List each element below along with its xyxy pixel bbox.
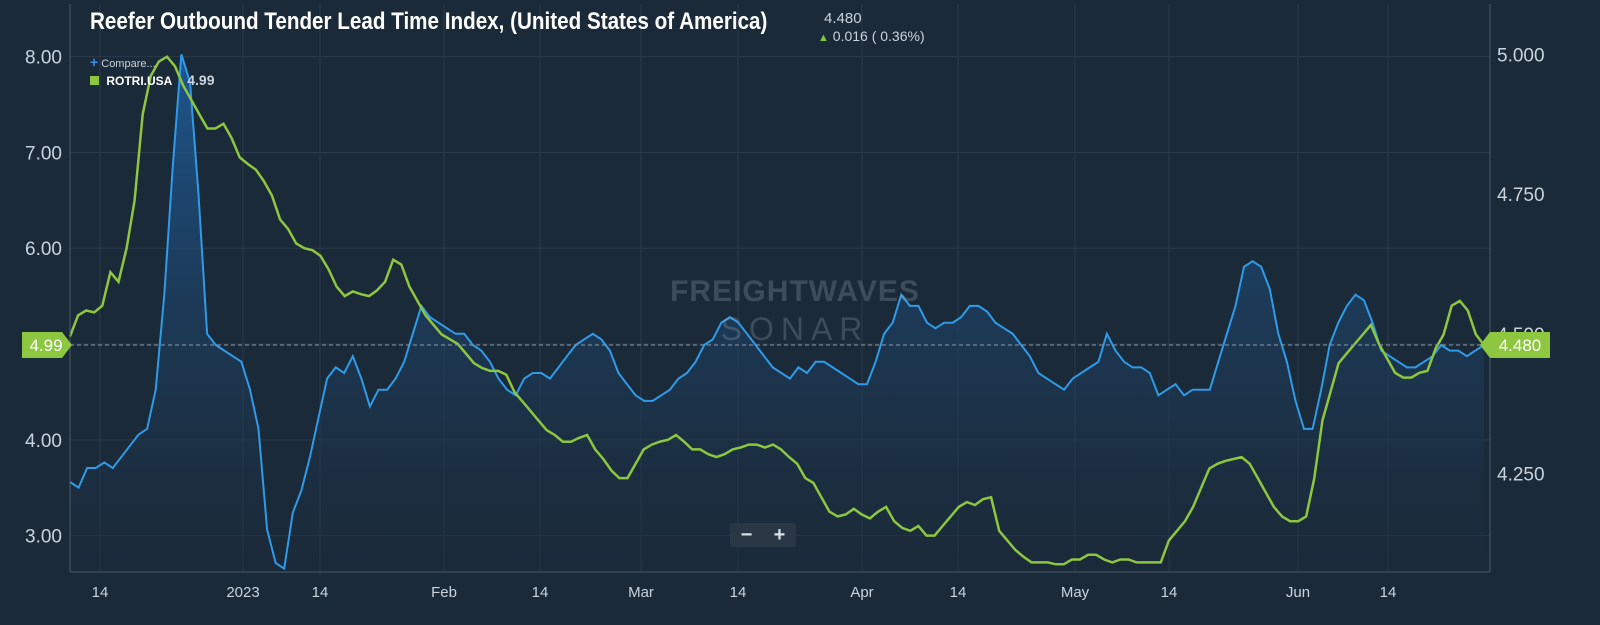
change-readout: ▲ 0.016 ( 0.36%) [818, 28, 925, 44]
x-tick-label: 14 [312, 584, 329, 601]
left-value-badge-text: 4.99 [29, 336, 62, 355]
zoom-out-button[interactable]: − [740, 524, 753, 546]
green-series-line [68, 55, 1485, 566]
x-tick-label: 14 [950, 584, 967, 601]
x-tick-label: 2023 [226, 584, 259, 601]
plus-icon: + [90, 54, 99, 70]
x-tick-label: Jun [1286, 584, 1310, 601]
right-value-badge-text: 4.480 [1499, 336, 1542, 355]
zoom-controls: − + [730, 523, 796, 547]
blue-series-line [69, 54, 1485, 571]
x-tick-label: Feb [431, 584, 457, 601]
left-tick-label: 7.00 [25, 143, 62, 164]
value-badges: 4.99 4.480 [22, 331, 1550, 359]
left-tick-label: 6.00 [25, 239, 62, 260]
left-tick-label: 3.00 [25, 527, 62, 548]
legend-value: 4.99 [187, 72, 215, 88]
x-tick-label: Apr [850, 584, 873, 601]
left-tick-label: 8.00 [25, 48, 62, 69]
legend-symbol: ROTRI.USA [106, 74, 172, 88]
x-tick-label: 14 [92, 584, 109, 601]
x-tick-label: Mar [628, 584, 654, 601]
chart-title: Reefer Outbound Tender Lead Time Index, … [90, 8, 768, 35]
last-value: 4.480 [824, 10, 862, 27]
change-value: 0.016 ( 0.36%) [832, 28, 925, 44]
right-tick-label: 4.750 [1497, 185, 1545, 206]
right-tick-label: 4.250 [1497, 465, 1545, 486]
x-tick-label: 14 [1380, 584, 1397, 601]
x-tick-label: May [1061, 584, 1090, 601]
compare-button[interactable]: + Compare... [90, 54, 156, 70]
up-arrow-icon: ▲ [818, 32, 829, 44]
x-tick-label: 14 [730, 584, 747, 601]
left-value-badge [22, 331, 72, 358]
x-tick-label: 14 [532, 584, 549, 601]
right-tick-label: 5.000 [1497, 45, 1545, 66]
zoom-in-button[interactable]: + [773, 524, 786, 546]
axes: 14 2023 14 Feb 14 Mar 14 Apr 14 May 14 Jun 14 8.00 7.0… [25, 4, 1545, 601]
series-layer [68, 54, 1490, 573]
compare-label: Compare... [101, 58, 156, 70]
legend-entry[interactable]: ROTRI.USA 4.99 [90, 72, 215, 88]
right-value-badge [1480, 332, 1550, 359]
legend-swatch [90, 76, 99, 85]
x-tick-label: 14 [1161, 584, 1178, 601]
left-tick-label: 4.00 [25, 431, 62, 452]
blue-series-area [70, 54, 1484, 573]
